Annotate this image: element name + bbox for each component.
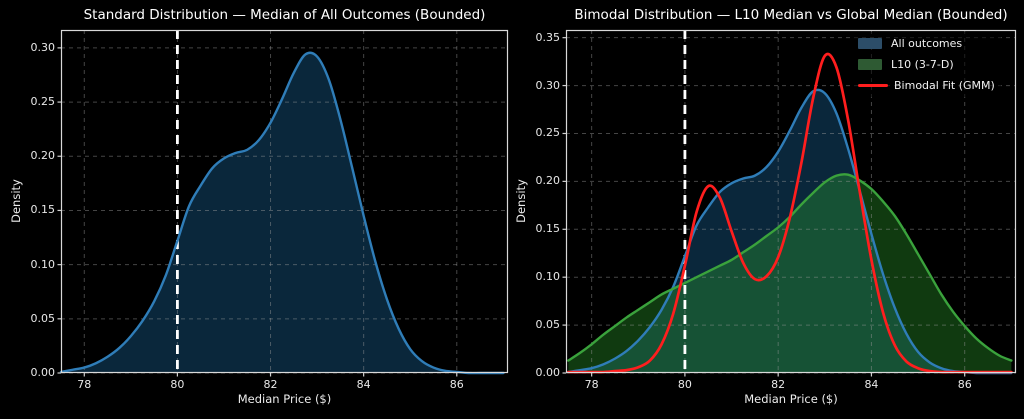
x-tick-label: 82 bbox=[771, 378, 786, 391]
y-tick-label: 0.30 bbox=[535, 78, 561, 92]
axes-spines bbox=[60, 29, 509, 374]
y-tick-label: 0.25 bbox=[535, 126, 561, 140]
x-tick-label: 80 bbox=[677, 378, 692, 391]
y-tick-label: 0.00 bbox=[30, 366, 56, 379]
kde-line-all-outcomes bbox=[59, 51, 505, 375]
y-tick-label: 0.35 bbox=[535, 30, 561, 44]
y-tick-label: 0.30 bbox=[30, 40, 56, 54]
x-tick-label: 82 bbox=[263, 378, 278, 391]
kde-area-all-outcomes bbox=[61, 52, 504, 374]
l10-swatch-icon bbox=[858, 59, 882, 70]
left-chart-plot-area bbox=[57, 29, 509, 377]
y-tick-label: 0.15 bbox=[30, 203, 56, 217]
legend-label: All outcomes bbox=[891, 37, 963, 50]
y-tick-label: 0.20 bbox=[30, 149, 56, 163]
legend-label: L10 (3-7-D) bbox=[891, 58, 954, 71]
y-tick-label: 0.10 bbox=[30, 257, 56, 271]
right-chart-title: Bimodal Distribution — L10 Median vs Glo… bbox=[574, 7, 1008, 23]
left-chart-ylabel: Density bbox=[9, 179, 23, 223]
x-tick-label: 80 bbox=[170, 378, 185, 391]
right-chart-panel: Bimodal Distribution — L10 Median vs Glo… bbox=[512, 0, 1024, 419]
x-tick-label: 78 bbox=[584, 378, 599, 391]
x-tick-label: 78 bbox=[77, 378, 92, 391]
right-chart-plot-area bbox=[562, 29, 1017, 377]
y-tick-label: 0.00 bbox=[535, 366, 561, 379]
legend-label: Bimodal Fit (GMM) bbox=[894, 79, 995, 92]
x-tick-label: 84 bbox=[356, 378, 371, 391]
kde-line-all-outcomes bbox=[567, 88, 1013, 375]
kde-area-all-outcomes bbox=[568, 89, 1012, 374]
y-tick-label: 0.10 bbox=[535, 270, 561, 284]
legend: All outcomes L10 (3-7-D) Bimodal Fit (GM… bbox=[854, 32, 1001, 97]
y-tick-label: 0.20 bbox=[535, 174, 561, 188]
kde-line-bimodal-fit-gmm- bbox=[566, 52, 1013, 374]
x-tick-label: 84 bbox=[864, 378, 879, 391]
left-chart-panel: Standard Distribution — Median of All Ou… bbox=[9, 7, 509, 406]
left-chart-xlabel: Median Price ($) bbox=[237, 392, 332, 406]
all-outcomes-swatch-icon bbox=[858, 38, 882, 49]
y-tick-label: 0.15 bbox=[535, 222, 561, 236]
left-chart-title: Standard Distribution — Median of All Ou… bbox=[83, 7, 486, 23]
right-chart-xlabel: Median Price ($) bbox=[744, 392, 838, 406]
legend-item-all-outcomes: All outcomes bbox=[858, 35, 995, 52]
legend-item-bimodal-fit: Bimodal Fit (GMM) bbox=[858, 77, 995, 94]
y-tick-label: 0.05 bbox=[30, 311, 56, 325]
bimodal-fit-line-icon bbox=[858, 84, 888, 87]
y-tick-label: 0.25 bbox=[30, 95, 56, 109]
x-tick-label: 86 bbox=[449, 378, 464, 391]
legend-item-l10: L10 (3-7-D) bbox=[858, 56, 995, 73]
x-tick-label: 86 bbox=[957, 378, 972, 391]
axes-spines bbox=[565, 29, 1017, 374]
y-tick-label: 0.05 bbox=[535, 318, 561, 332]
